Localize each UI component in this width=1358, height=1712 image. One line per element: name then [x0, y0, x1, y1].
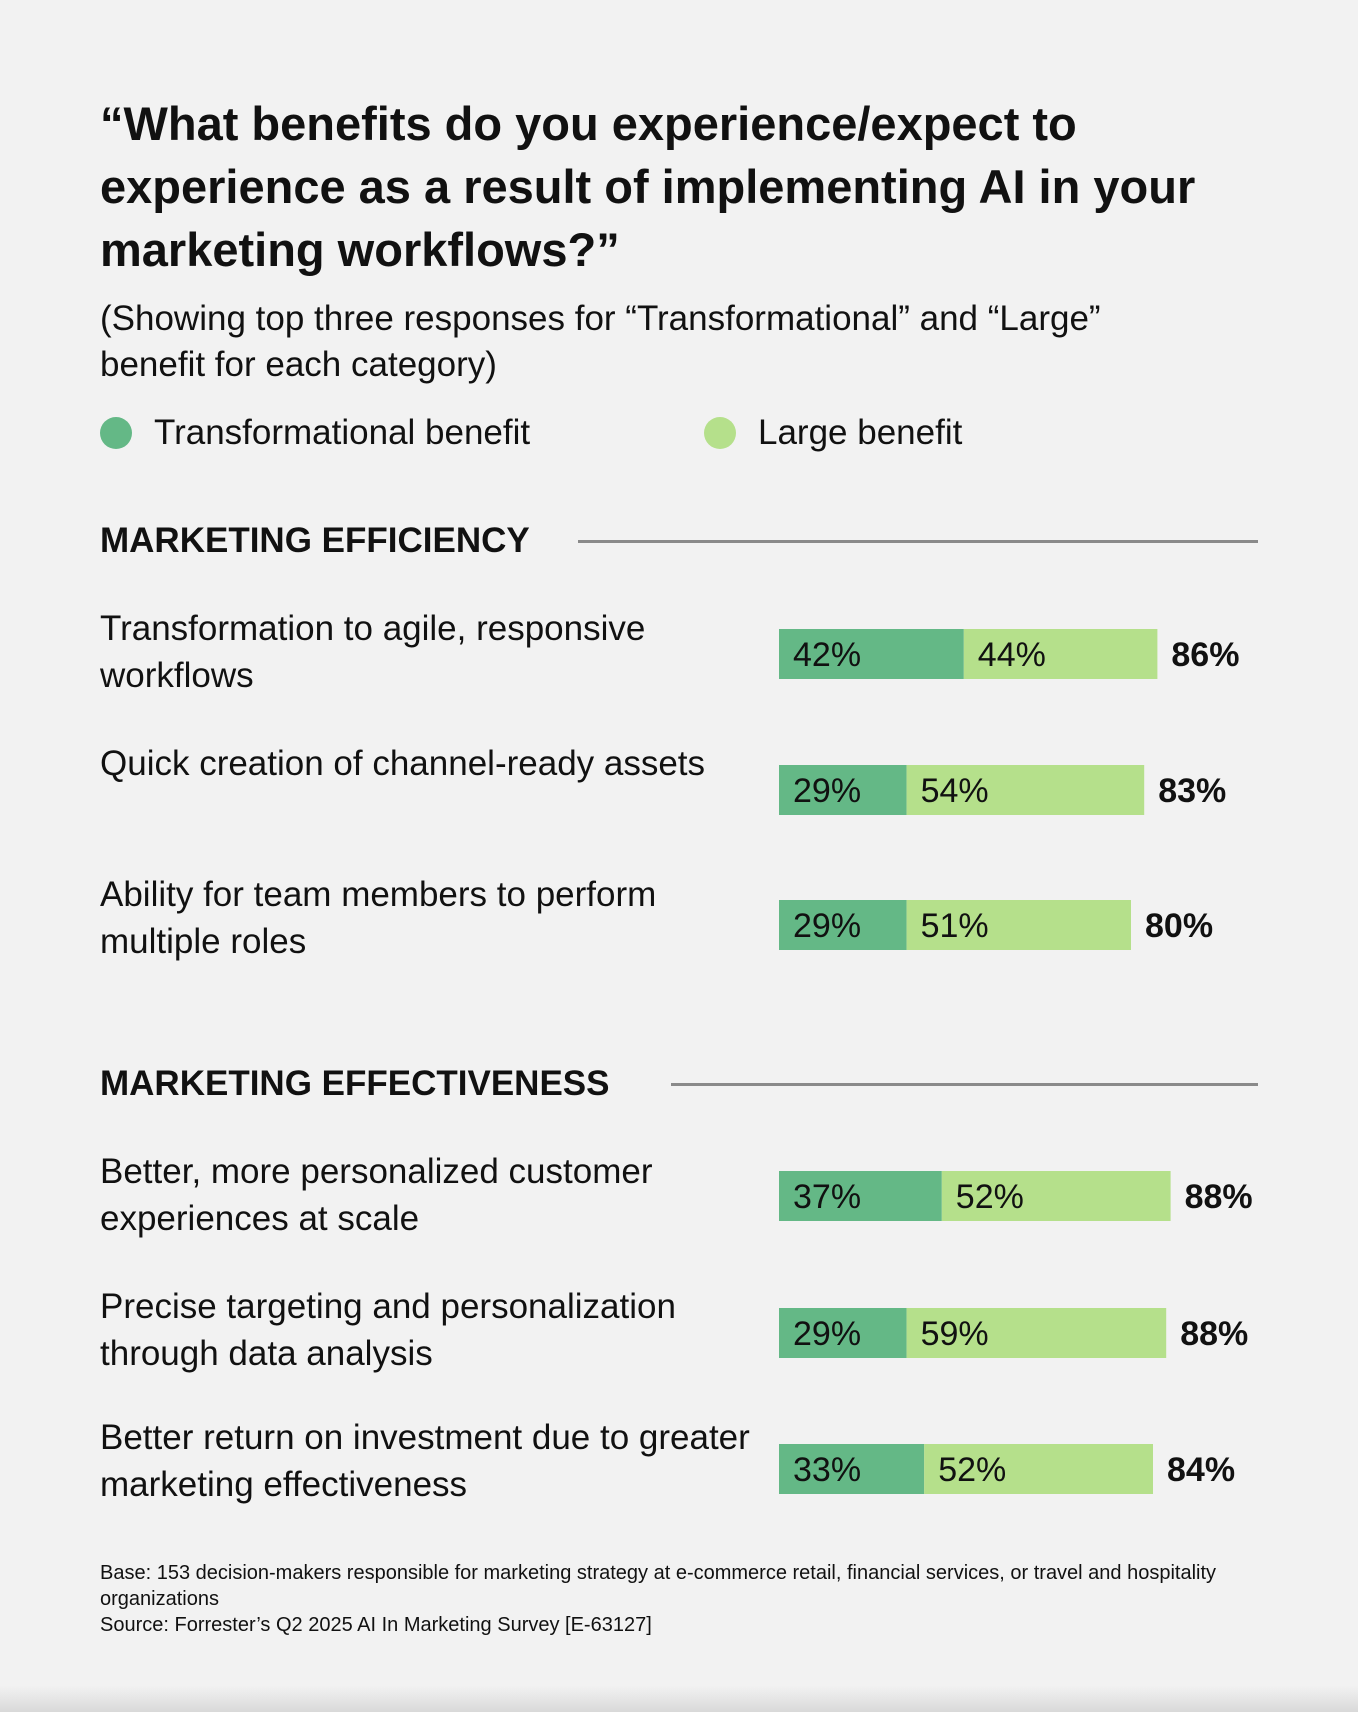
legend-item-large: Large benefit — [704, 410, 962, 456]
value-label-large-s0-r0: 44% — [978, 636, 1046, 674]
value-label-total-s1-r1: 88% — [1180, 1315, 1248, 1353]
value-label-total-s0-r1: 83% — [1158, 772, 1226, 810]
bar-transformational-s1-r0 — [779, 1171, 942, 1221]
value-label-transformational-s1-r1: 29% — [793, 1315, 861, 1353]
section-divider-effectiveness — [671, 1083, 1258, 1086]
row-label-better-roi: Better return on investment due to great… — [100, 1418, 750, 1504]
section-heading-effectiveness: MARKETING EFFECTIVENESS — [100, 1064, 610, 1103]
bar-large-s1-r2 — [924, 1444, 1153, 1494]
value-label-large-s1-r2: 52% — [938, 1451, 1006, 1489]
value-label-transformational-s0-r1: 29% — [793, 772, 861, 810]
row-label-multiple-roles: Ability for team members to perform mult… — [100, 875, 657, 961]
legend-dot-transformational — [100, 417, 132, 449]
bar-transformational-s0-r0 — [779, 629, 964, 679]
value-label-transformational-s1-r2: 33% — [793, 1451, 861, 1489]
bar-large-s0-r2 — [906, 900, 1131, 950]
chart-title: “What benefits do you experience/expect … — [100, 97, 1196, 276]
bottom-shadow — [0, 1686, 1358, 1712]
bar-transformational-s1-r2 — [779, 1444, 925, 1494]
value-label-total-s1-r2: 84% — [1167, 1451, 1235, 1489]
bar-large-s0-r0 — [963, 629, 1158, 679]
section-heading-efficiency: MARKETING EFFICIENCY — [100, 521, 530, 560]
bar-transformational-s1-r1 — [779, 1308, 907, 1358]
legend-label-transformational: Transformational benefit — [154, 413, 531, 452]
value-label-total-s1-r0: 88% — [1185, 1178, 1253, 1216]
footnote-source: Source: Forrester’s Q2 2025 AI In Market… — [100, 1614, 652, 1636]
value-label-transformational-s1-r0: 37% — [793, 1178, 861, 1216]
legend-label-large: Large benefit — [758, 413, 963, 452]
value-label-transformational-s0-r2: 29% — [793, 907, 861, 945]
value-label-large-s1-r0: 52% — [956, 1178, 1024, 1216]
bar-large-s1-r0 — [941, 1171, 1171, 1221]
value-label-total-s0-r0: 86% — [1171, 636, 1239, 674]
value-label-large-s0-r2: 51% — [921, 907, 989, 945]
legend-dot-large — [704, 417, 736, 449]
value-label-transformational-s0-r0: 42% — [793, 636, 861, 674]
chart-subtitle: (Showing top three responses for “Transf… — [100, 299, 1101, 384]
bar-large-s1-r1 — [906, 1308, 1167, 1358]
row-label-precise-targeting: Precise targeting and personalization th… — [100, 1287, 676, 1373]
footnote-base: Base: 153 decision-makers responsible fo… — [100, 1562, 1217, 1610]
bar-transformational-s0-r2 — [779, 900, 907, 950]
section-divider-efficiency — [578, 540, 1258, 543]
value-label-total-s0-r2: 80% — [1145, 907, 1213, 945]
bar-large-s0-r1 — [906, 765, 1145, 815]
row-label-agile-workflows: Transformation to agile, responsive work… — [100, 609, 646, 695]
row-label-channel-ready-assets: Quick creation of channel-ready assets — [100, 744, 706, 783]
value-label-large-s1-r1: 59% — [921, 1315, 989, 1353]
value-label-large-s0-r1: 54% — [921, 772, 989, 810]
row-label-personalized-experiences: Better, more personalized customer exper… — [100, 1152, 653, 1238]
legend-item-transformational: Transformational benefit — [100, 410, 530, 456]
footnote: Base: 153 decision-makers responsible fo… — [100, 1560, 1260, 1638]
bar-transformational-s0-r1 — [779, 765, 907, 815]
